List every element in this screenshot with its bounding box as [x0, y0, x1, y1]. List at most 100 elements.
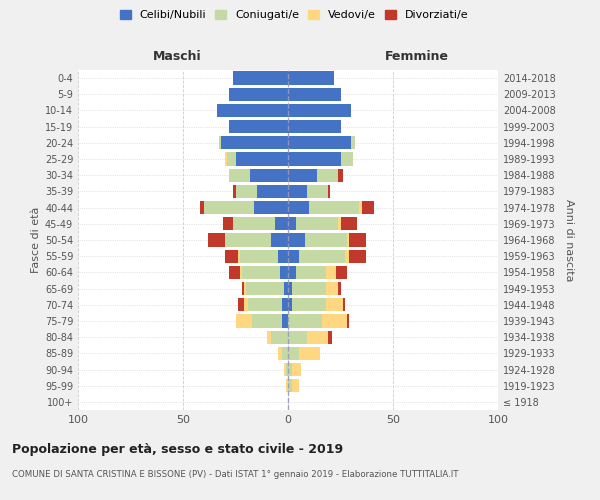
Bar	[271, 234, 288, 246]
Bar	[292, 298, 326, 312]
Bar	[288, 298, 292, 312]
Bar	[326, 282, 338, 295]
Bar	[292, 379, 299, 392]
Bar	[288, 282, 292, 295]
Bar	[233, 185, 235, 198]
Bar	[349, 234, 366, 246]
Bar	[200, 201, 204, 214]
Bar	[284, 363, 286, 376]
Bar	[326, 266, 337, 279]
Bar	[326, 298, 343, 312]
Bar	[347, 234, 349, 246]
Bar	[217, 104, 288, 117]
Bar	[317, 168, 338, 182]
Bar	[288, 379, 292, 392]
Bar	[288, 185, 307, 198]
Bar	[309, 201, 359, 214]
Bar	[347, 314, 349, 328]
Bar	[246, 282, 284, 295]
Text: COMUNE DI SANTA CRISTINA E BISSONE (PV) - Dati ISTAT 1° gennaio 2019 - Elaborazi: COMUNE DI SANTA CRISTINA E BISSONE (PV) …	[12, 470, 458, 479]
Bar	[337, 266, 347, 279]
Bar	[322, 314, 347, 328]
Bar	[338, 168, 343, 182]
Bar	[307, 185, 328, 198]
Bar	[305, 234, 347, 246]
Bar	[227, 152, 235, 166]
Bar	[288, 136, 351, 149]
Bar	[242, 266, 280, 279]
Bar	[338, 282, 341, 295]
Bar	[307, 330, 328, 344]
Bar	[242, 282, 244, 295]
Bar	[299, 346, 320, 360]
Bar	[345, 250, 349, 263]
Bar	[338, 217, 341, 230]
Bar	[292, 363, 301, 376]
Bar	[252, 314, 282, 328]
Bar	[208, 234, 225, 246]
Bar	[244, 282, 246, 295]
Bar	[225, 152, 227, 166]
Bar	[229, 88, 288, 101]
Bar	[288, 72, 334, 85]
Bar	[288, 346, 299, 360]
Bar	[288, 104, 351, 117]
Bar	[292, 282, 326, 295]
Bar	[288, 234, 305, 246]
Bar	[225, 250, 238, 263]
Bar	[288, 120, 341, 134]
Bar	[275, 217, 288, 230]
Bar	[288, 152, 341, 166]
Bar	[288, 168, 317, 182]
Bar	[233, 72, 288, 85]
Bar	[223, 217, 233, 230]
Bar	[288, 201, 309, 214]
Bar	[343, 298, 345, 312]
Y-axis label: Fasce di età: Fasce di età	[31, 207, 41, 273]
Bar	[284, 282, 288, 295]
Legend: Celibi/Nubili, Coniugati/e, Vedovi/e, Divorziati/e: Celibi/Nubili, Coniugati/e, Vedovi/e, Di…	[115, 6, 473, 25]
Bar	[248, 298, 282, 312]
Bar	[328, 185, 330, 198]
Text: Maschi: Maschi	[152, 50, 202, 62]
Bar	[359, 201, 362, 214]
Bar	[286, 379, 288, 392]
Y-axis label: Anni di nascita: Anni di nascita	[564, 198, 574, 281]
Bar	[296, 217, 338, 230]
Bar	[235, 185, 257, 198]
Bar	[221, 136, 288, 149]
Bar	[218, 136, 221, 149]
Bar	[288, 88, 341, 101]
Bar	[286, 363, 288, 376]
Bar	[267, 330, 271, 344]
Bar	[229, 120, 288, 134]
Bar	[361, 201, 374, 214]
Bar	[280, 266, 288, 279]
Bar	[296, 266, 326, 279]
Bar	[341, 152, 353, 166]
Bar	[238, 250, 240, 263]
Bar	[225, 234, 271, 246]
Bar	[254, 201, 288, 214]
Bar	[240, 266, 242, 279]
Bar	[282, 346, 288, 360]
Text: Femmine: Femmine	[385, 50, 449, 62]
Bar	[282, 314, 288, 328]
Bar	[288, 250, 299, 263]
Bar	[288, 363, 292, 376]
Bar	[229, 266, 240, 279]
Bar	[282, 298, 288, 312]
Bar	[288, 330, 307, 344]
Bar	[288, 266, 296, 279]
Bar	[229, 168, 250, 182]
Bar	[204, 201, 254, 214]
Text: Popolazione per età, sesso e stato civile - 2019: Popolazione per età, sesso e stato civil…	[12, 442, 343, 456]
Bar	[233, 217, 275, 230]
Bar	[238, 298, 244, 312]
Bar	[288, 314, 322, 328]
Bar	[235, 314, 252, 328]
Bar	[277, 250, 288, 263]
Bar	[250, 168, 288, 182]
Bar	[240, 250, 277, 263]
Bar	[235, 152, 288, 166]
